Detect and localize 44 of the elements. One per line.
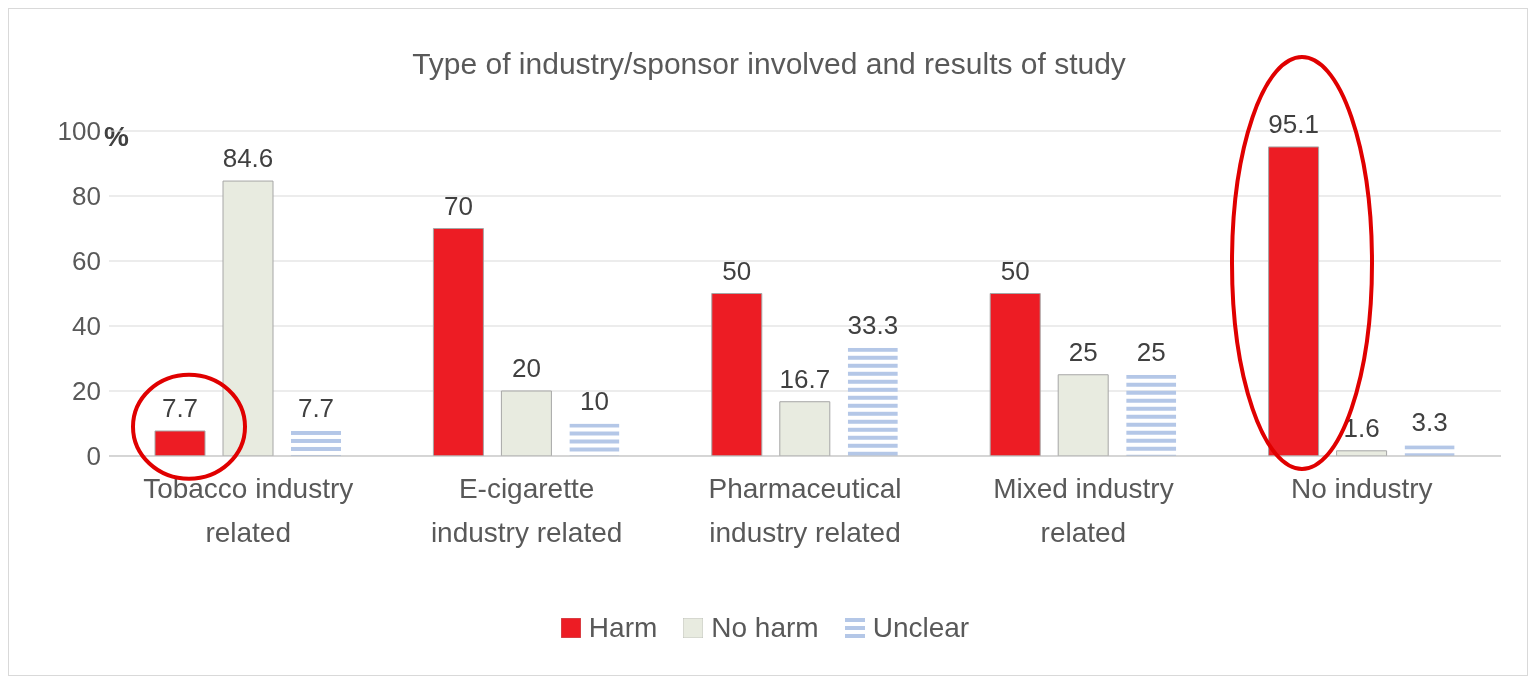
data-label: 20 (511, 353, 541, 383)
data-label: 70 (443, 190, 473, 221)
bar (500, 390, 552, 456)
bar (569, 423, 620, 456)
data-label: 7.7 (297, 392, 335, 423)
y-tick-label: 20 (72, 376, 101, 407)
data-label: 33.3 (847, 309, 899, 340)
bar (291, 430, 341, 456)
bar (989, 293, 1041, 456)
x-tick-label: Pharmaceutical industry related (708, 473, 902, 548)
data-label: 3.3 (1411, 407, 1448, 438)
y-tick-label: 80 (72, 181, 101, 212)
data-label: 50 (722, 255, 752, 286)
y-tick-label: 0 (86, 441, 101, 472)
data-label: 95.1 (1268, 108, 1319, 139)
bar (1126, 374, 1177, 456)
chart-title: Type of industry/sponsor involved and results of study (411, 47, 1127, 81)
bar (711, 293, 763, 456)
data-label: 25 (1068, 336, 1098, 367)
y-axis-title: % (104, 121, 129, 153)
x-tick-label: No industry (1290, 473, 1433, 504)
bar (432, 228, 484, 456)
y-tick-label: 60 (72, 246, 101, 277)
data-label: 50 (1000, 255, 1030, 286)
bar (222, 180, 274, 456)
data-label: 1.6 (1343, 412, 1380, 443)
bar (154, 430, 206, 456)
x-tick-label: Mixed industry related (993, 473, 1174, 548)
data-label: 16.7 (779, 363, 831, 394)
x-tick-label: Tobacco industry related (143, 473, 354, 548)
data-label: 10 (579, 385, 609, 416)
data-label: 7.7 (161, 392, 199, 423)
data-label: 84.6 (222, 143, 274, 174)
legend-label: Unclear (871, 612, 970, 644)
bar (847, 347, 898, 456)
legend-label: No harm (710, 612, 819, 644)
y-tick-label: 100 (57, 116, 101, 147)
legend-label: Harm (587, 612, 658, 644)
y-tick-label: 40 (72, 311, 101, 342)
x-tick-label: E-cigarette industry related (430, 473, 623, 548)
bar (1057, 374, 1109, 456)
bar (1268, 146, 1320, 456)
data-label: 25 (1136, 336, 1166, 367)
bar (779, 401, 831, 456)
